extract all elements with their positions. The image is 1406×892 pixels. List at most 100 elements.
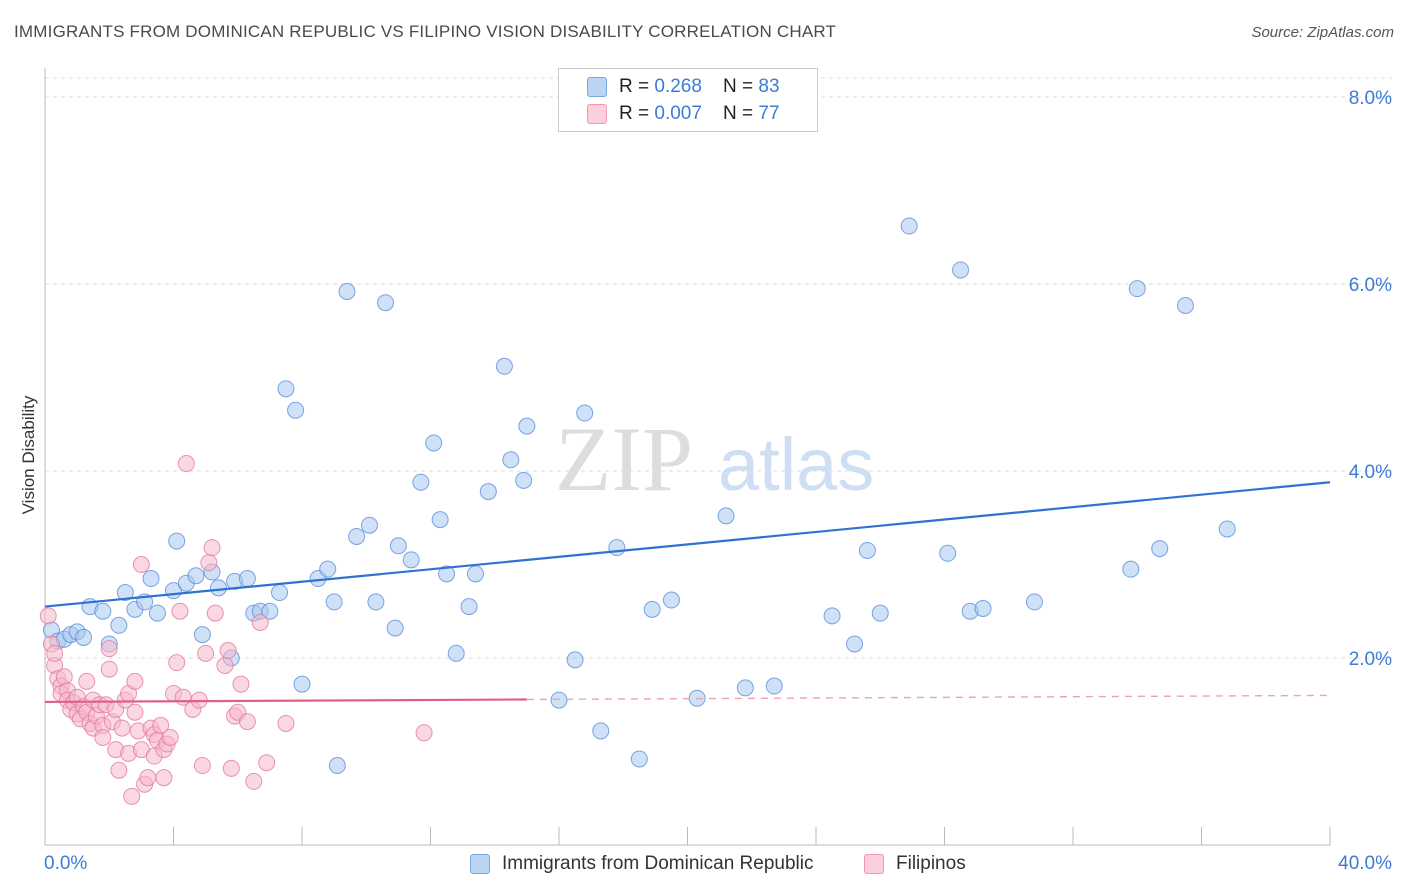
dominican-point bbox=[389, 537, 407, 555]
dominican-point bbox=[643, 600, 661, 618]
legend-r-label: R = bbox=[619, 76, 655, 97]
dominican-point bbox=[209, 579, 227, 597]
chart-title: IMMIGRANTS FROM DOMINICAN REPUBLIC VS FI… bbox=[14, 22, 837, 41]
dominican-point bbox=[377, 294, 395, 312]
dominican-point bbox=[187, 567, 205, 585]
legend-swatch-blue bbox=[470, 854, 490, 874]
dominican-point bbox=[630, 750, 648, 768]
legend-swatch-blue bbox=[587, 77, 607, 97]
dominican-point bbox=[1122, 560, 1140, 578]
data-points bbox=[39, 217, 1236, 805]
dominican-point bbox=[319, 560, 337, 578]
dominican-point bbox=[438, 565, 456, 583]
dominican-point bbox=[823, 607, 841, 625]
correlation-legend: R = 0.268 N = 83 R = 0.007 N = 77 bbox=[558, 68, 818, 132]
dominican-point bbox=[75, 628, 93, 646]
x-tick-label: 0.0% bbox=[44, 853, 87, 874]
dominican-point bbox=[1128, 280, 1146, 298]
watermark-zip: ZIP bbox=[555, 408, 693, 510]
dominican-point bbox=[495, 357, 513, 375]
dominican-point bbox=[846, 635, 864, 653]
filipino-point bbox=[219, 642, 237, 660]
dominican-point bbox=[592, 722, 610, 740]
filipino-point bbox=[39, 607, 57, 625]
dominican-point bbox=[952, 261, 970, 279]
filipino-point bbox=[100, 660, 118, 678]
dominican-point bbox=[277, 380, 295, 398]
filipino-trend-line bbox=[44, 698, 527, 704]
dominican-point bbox=[900, 217, 918, 235]
x-tick-label: 40.0% bbox=[1338, 853, 1392, 874]
dominican-point bbox=[386, 619, 404, 637]
dominican-point bbox=[238, 570, 256, 588]
trend-lines bbox=[44, 481, 1331, 704]
y-tick-label: 6.0% bbox=[1349, 275, 1392, 296]
filipino-point bbox=[139, 769, 157, 787]
filipino-trend-line-dashed bbox=[526, 694, 1331, 701]
legend-r-label: R = bbox=[619, 103, 655, 124]
dominican-point bbox=[148, 604, 166, 622]
filipino-point bbox=[200, 554, 218, 572]
legend-r-value: 0.007 bbox=[654, 103, 702, 124]
dominican-trend-line bbox=[44, 481, 1331, 608]
legend-r-value: 0.268 bbox=[654, 76, 702, 97]
filipino-point bbox=[155, 769, 173, 787]
filipino-point bbox=[46, 644, 64, 662]
dominican-point bbox=[425, 434, 443, 452]
legend-swatch-pink bbox=[864, 854, 884, 874]
dominican-point bbox=[328, 757, 346, 775]
filipino-point bbox=[232, 675, 250, 693]
filipino-point bbox=[415, 724, 433, 742]
filipino-point bbox=[222, 759, 240, 777]
dominican-point bbox=[293, 675, 311, 693]
watermark: ZIP atlas bbox=[555, 408, 874, 510]
y-tick-label: 2.0% bbox=[1349, 649, 1392, 670]
filipino-point bbox=[132, 556, 150, 573]
filipino-point bbox=[113, 719, 131, 737]
dominican-point bbox=[193, 626, 211, 644]
dominican-point bbox=[608, 539, 626, 557]
dominican-point bbox=[550, 691, 568, 709]
filipino-point bbox=[206, 604, 224, 622]
y-tick-label: 8.0% bbox=[1349, 88, 1392, 109]
dominican-point bbox=[142, 570, 160, 588]
dominican-point bbox=[736, 679, 754, 697]
dominican-point bbox=[271, 584, 289, 602]
filipino-point bbox=[123, 787, 141, 805]
source-label: Source: ZipAtlas.com bbox=[1251, 24, 1394, 41]
filipino-point bbox=[100, 640, 118, 658]
dominican-point bbox=[110, 616, 128, 634]
filipino-point bbox=[238, 713, 256, 731]
dominican-point bbox=[939, 544, 957, 562]
dominican-point bbox=[431, 511, 449, 529]
dominican-point bbox=[348, 527, 366, 545]
legend-n-value: 77 bbox=[758, 103, 780, 124]
dominican-point bbox=[412, 473, 430, 491]
dominican-point bbox=[765, 677, 783, 695]
legend-label-dominican: Immigrants from Dominican Republic bbox=[502, 853, 814, 874]
dominican-point bbox=[360, 516, 378, 534]
dominican-point bbox=[338, 282, 356, 300]
tick-labels: 2.0% 4.0% 6.0% 8.0% 0.0% 40.0% bbox=[44, 88, 1392, 874]
dominican-point bbox=[402, 551, 420, 569]
dominican-point bbox=[168, 532, 186, 550]
legend-label-filipinos: Filipinos bbox=[896, 853, 966, 874]
dominican-point bbox=[1218, 520, 1236, 538]
legend-n-label: N = bbox=[723, 76, 759, 97]
legend-n-label: N = bbox=[723, 103, 759, 124]
dominican-point bbox=[662, 591, 680, 609]
filipino-point bbox=[171, 602, 189, 620]
dominican-point bbox=[479, 483, 497, 501]
filipino-point bbox=[258, 754, 276, 772]
filipino-point bbox=[126, 703, 144, 721]
filipino-point bbox=[216, 656, 234, 674]
dominican-point bbox=[466, 565, 484, 583]
filipino-point bbox=[152, 716, 170, 734]
dominican-point bbox=[566, 651, 584, 669]
filipino-point bbox=[78, 672, 96, 690]
legend-swatch-pink bbox=[587, 104, 607, 124]
dominican-point bbox=[1025, 593, 1043, 611]
dominican-point bbox=[1151, 540, 1169, 558]
dominican-point bbox=[287, 401, 305, 419]
filipino-point bbox=[251, 613, 269, 631]
